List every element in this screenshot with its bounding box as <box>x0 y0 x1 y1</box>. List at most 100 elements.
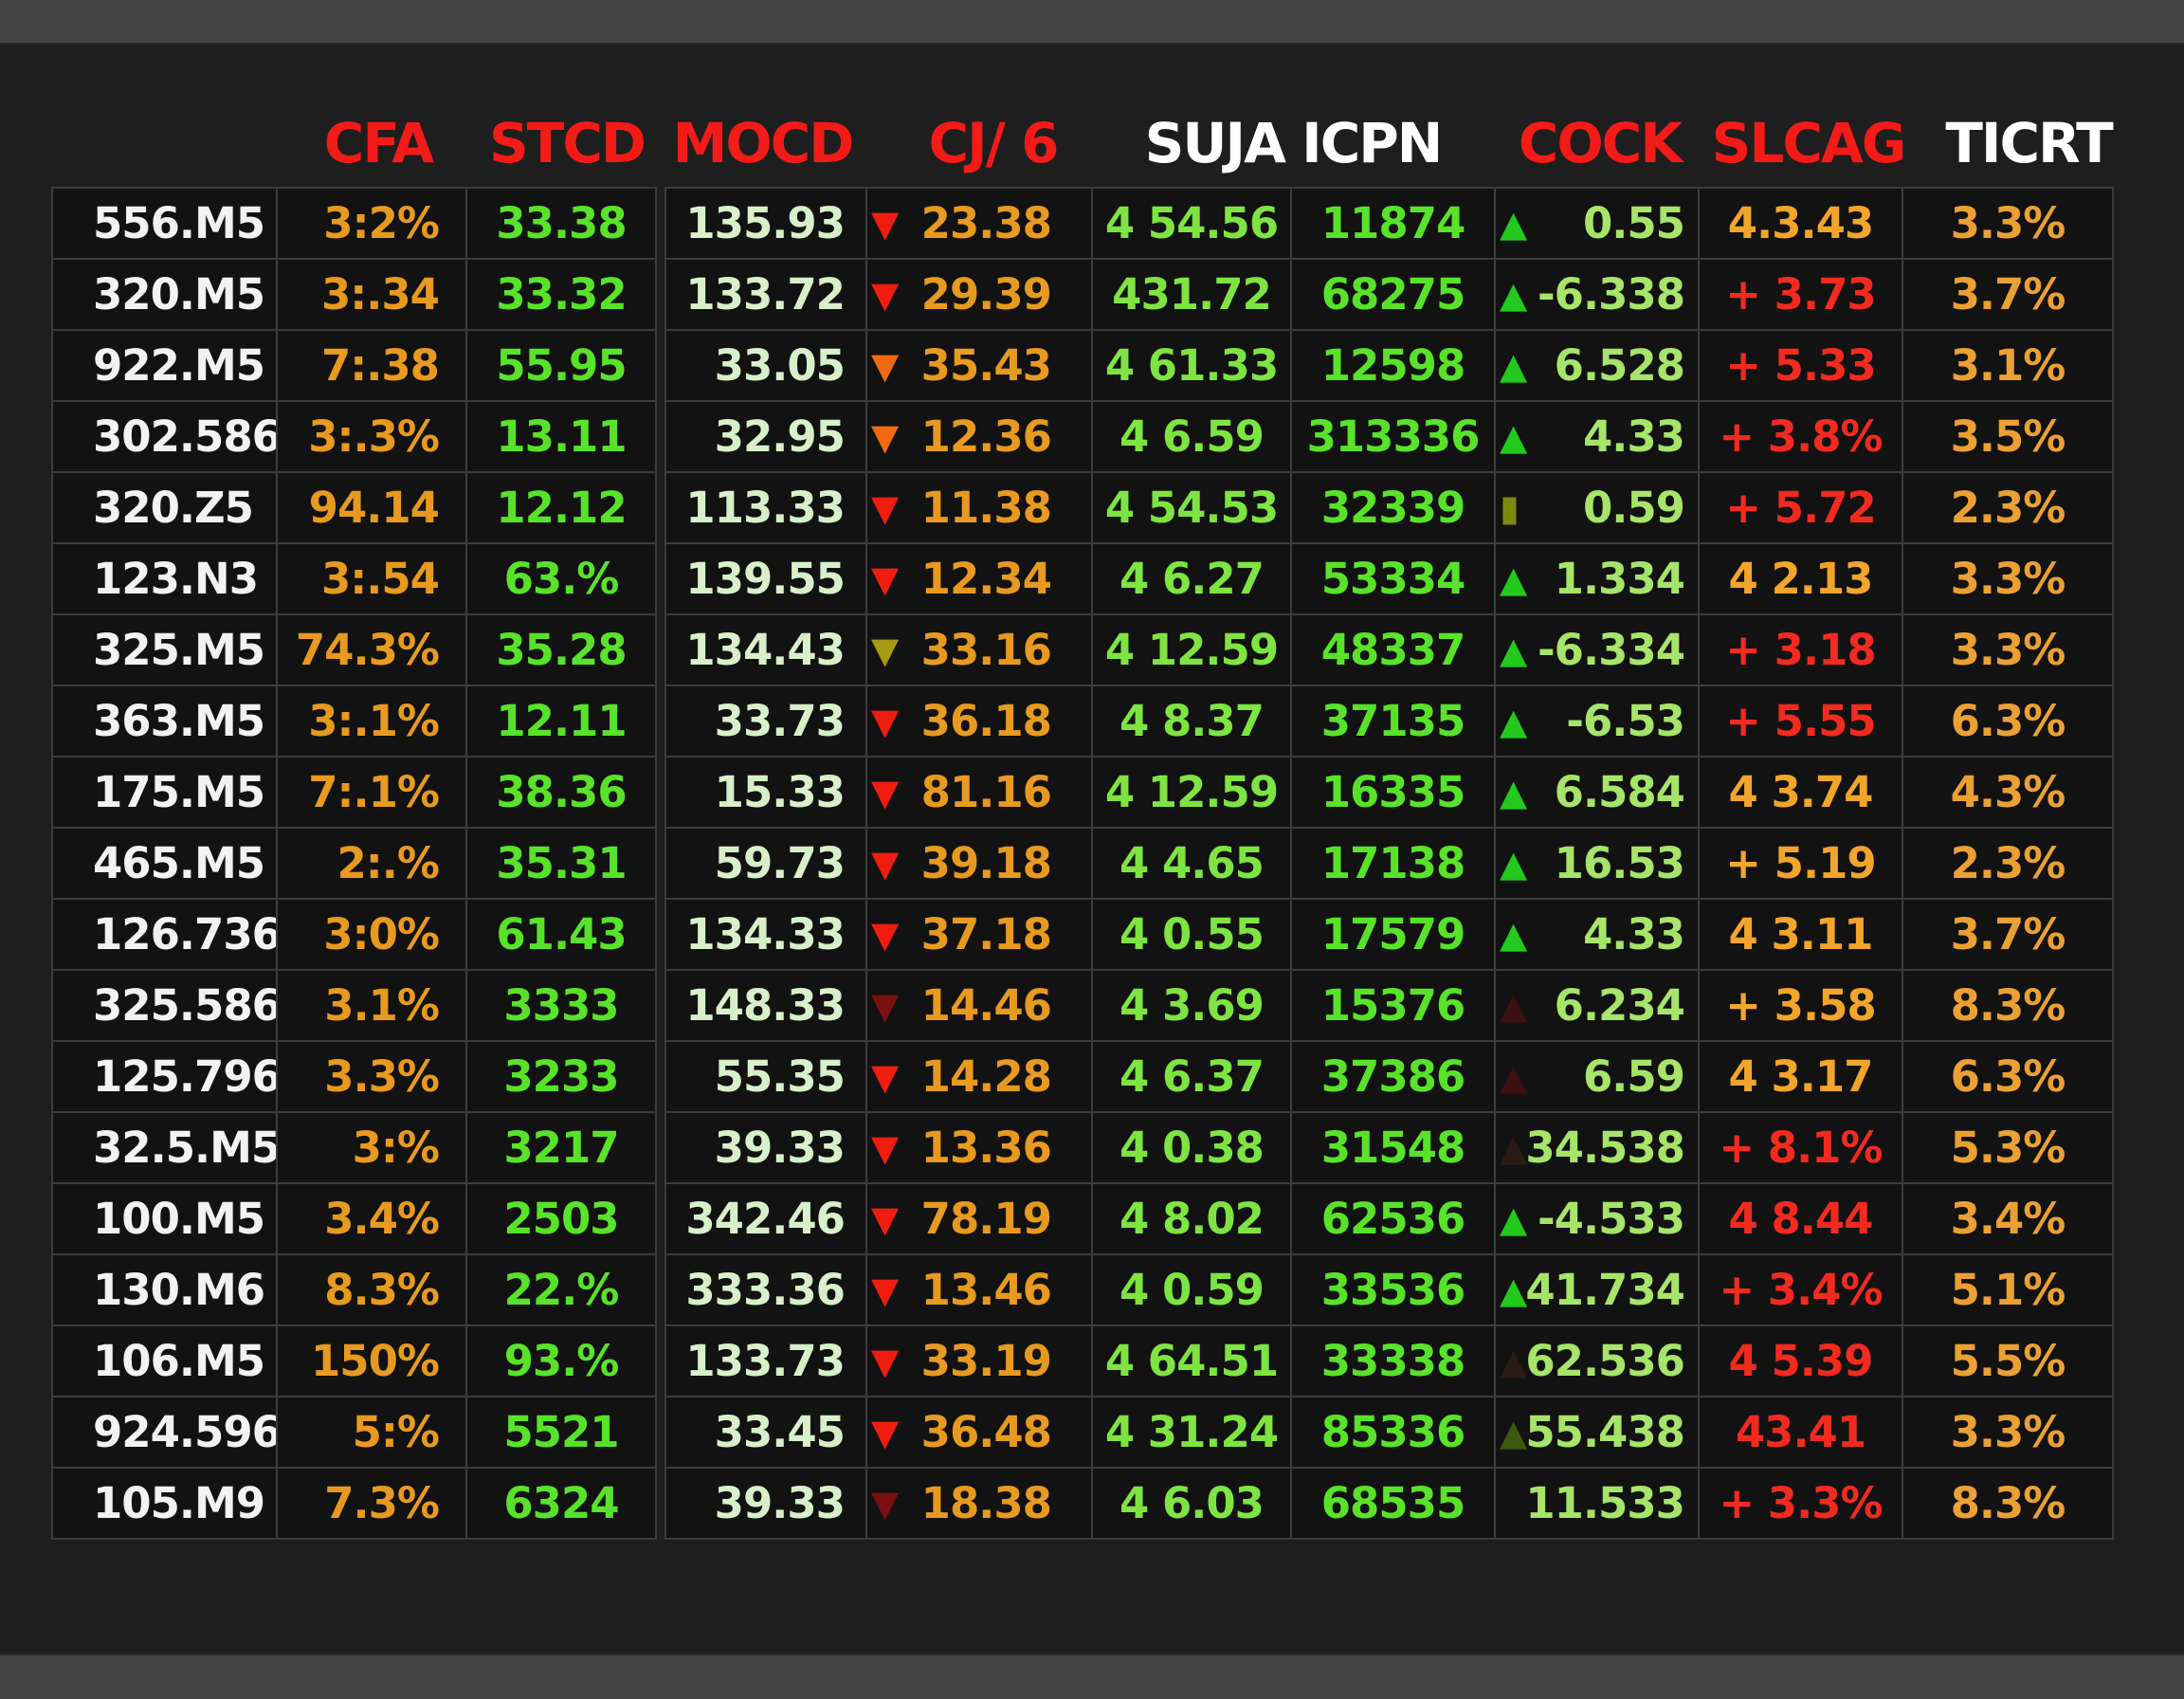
cock-cell: ▲ 1.334 <box>1494 542 1700 615</box>
table-row[interactable]: 302.586 3:.3% 13.11 32.95 ▼ 12.36 4 6.59 313336… <box>51 400 2114 473</box>
up-arrow-icon: ▲ <box>1500 202 1527 245</box>
down-arrow-icon: ▼ <box>871 486 899 529</box>
cock-cell: ▲ 4.33 <box>1494 400 1700 473</box>
icpn-cell: 37386 <box>1290 1040 1496 1113</box>
down-arrow-icon: ▼ <box>871 1269 899 1311</box>
slcag-cell: + 3.3% <box>1698 1467 1903 1540</box>
cock-cell: ▲ -6.338 <box>1494 258 1700 331</box>
column-header-4: CJ/ 6 <box>928 111 1060 175</box>
column-gap <box>655 1112 666 1183</box>
slcag-cell: + 8.1% <box>1698 1111 1903 1184</box>
slcag-cell: 4 5.39 <box>1698 1324 1903 1398</box>
std-cell: 13.11 <box>465 400 657 473</box>
ticrt-cell: 3.3% <box>1902 613 2114 686</box>
table-row[interactable]: 126.736 3:0% 61.43 134.33 ▼ 37.18 4 0.55 17579 ▲… <box>51 898 2114 971</box>
table-row[interactable]: 325.M5 74.3% 35.28 134.43 ▼ 33.16 4 12.59 48337… <box>51 613 2114 686</box>
table-row[interactable]: 100.M5 3.4% 2503 342.46 ▼ 78.19 4 8.02 62536 ▲ -4… <box>51 1182 2114 1255</box>
ticrt-cell: 4.3% <box>1902 756 2114 829</box>
table-row[interactable]: 363.M5 3:.1% 12.11 33.73 ▼ 36.18 4 8.37 37135 ▲ -… <box>51 685 2114 758</box>
cj-cell: ▼ 29.39 <box>865 258 1093 331</box>
symbol-cell: 125.796 <box>51 1040 278 1113</box>
up-arrow-icon: ▲ <box>1500 771 1527 813</box>
cj-cell: ▼ 36.48 <box>865 1396 1093 1469</box>
icpn-cell: 33536 <box>1290 1253 1496 1326</box>
std-cell: 12.11 <box>465 685 657 758</box>
slcag-cell: 4.3.43 <box>1698 187 1903 260</box>
up-arrow-icon: ▲ <box>1500 557 1527 600</box>
cock-cell: ▲ 4.33 <box>1494 898 1700 971</box>
cock-cell: ▲ -6.53 <box>1494 685 1700 758</box>
change-cell: 3:2% <box>276 187 467 260</box>
down-arrow-icon: ▼ <box>871 557 899 600</box>
icpn-cell: 12598 <box>1290 329 1496 402</box>
ticrt-cell: 6.3% <box>1902 685 2114 758</box>
down-arrow-icon: ▼ <box>871 700 899 742</box>
down-arrow-icon: ▼ <box>871 913 899 956</box>
change-cell: 3:.1% <box>276 685 467 758</box>
change-cell: 3.3% <box>276 1040 467 1113</box>
table-row[interactable]: 556.M5 3:2% 33.38 135.93 ▼ 23.38 4 54.56 11874 ▲… <box>51 187 2114 260</box>
slcag-cell: + 5.55 <box>1698 685 1903 758</box>
suja-cell: 4 8.37 <box>1091 685 1292 758</box>
up-arrow-icon: ▮ <box>1500 486 1520 529</box>
cj-cell: ▼ 37.18 <box>865 898 1093 971</box>
suja-cell: 4 0.59 <box>1091 1253 1292 1326</box>
change-cell: 150% <box>276 1324 467 1398</box>
ticrt-cell: 8.3% <box>1902 1467 2114 1540</box>
table-row[interactable]: 106.M5 150% 93.% 133.73 ▼ 33.19 4 64.51 33338 ▲ 6… <box>51 1324 2114 1398</box>
change-cell: 74.3% <box>276 613 467 686</box>
mod-cell: 32.95 <box>664 400 867 473</box>
slcag-cell: + 5.19 <box>1698 827 1903 900</box>
table-row[interactable]: 465.M5 2:.% 35.31 59.73 ▼ 39.18 4 4.65 17138 ▲ 16… <box>51 827 2114 900</box>
table-row[interactable]: 922.M5 7:.38 55.95 33.05 ▼ 35.43 4 61.33 12598 ▲… <box>51 329 2114 402</box>
down-arrow-icon: ▼ <box>871 1055 899 1098</box>
cock-cell: ▮ 0.59 <box>1494 471 1700 544</box>
suja-cell: 4 0.38 <box>1091 1111 1292 1184</box>
mod-cell: 39.33 <box>664 1111 867 1184</box>
cock-cell: ▲ 34.538 <box>1494 1111 1700 1184</box>
std-cell: 55.95 <box>465 329 657 402</box>
change-cell: 3:.34 <box>276 258 467 331</box>
cock-cell: ▲ -6.334 <box>1494 613 1700 686</box>
std-cell: 12.12 <box>465 471 657 544</box>
suja-cell: 4 4.65 <box>1091 827 1292 900</box>
cj-cell: ▼ 13.36 <box>865 1111 1093 1184</box>
up-arrow-icon: ▲ <box>1500 273 1527 316</box>
table-row[interactable]: 123.N3 3:.54 63.% 139.55 ▼ 12.34 4 6.27 53334 ▲ 1… <box>51 542 2114 615</box>
column-gap <box>655 614 666 685</box>
quote-table: 556.M5 3:2% 33.38 135.93 ▼ 23.38 4 54.56 11874 ▲… <box>51 187 2114 1540</box>
suja-cell: 4 0.55 <box>1091 898 1292 971</box>
mod-cell: 55.35 <box>664 1040 867 1113</box>
column-gap <box>655 828 666 899</box>
down-arrow-icon: ▼ <box>871 1126 899 1169</box>
column-gap <box>655 1325 666 1397</box>
mod-cell: 133.73 <box>664 1324 867 1398</box>
ticrt-cell: 5.3% <box>1902 1111 2114 1184</box>
cj-cell: ▼ 14.28 <box>865 1040 1093 1113</box>
table-row[interactable]: 320.M5 3:.34 33.32 133.72 ▼ 29.39 431.72 68275 ▲… <box>51 258 2114 331</box>
table-row[interactable]: 924.596 5:% 5521 33.45 ▼ 36.48 4 31.24 85336 ▲ 55… <box>51 1396 2114 1469</box>
symbol-cell: 302.586 <box>51 400 278 473</box>
table-row[interactable]: 125.796 3.3% 3233 55.35 ▼ 14.28 4 6.37 37386 ▲ 6.… <box>51 1040 2114 1113</box>
icpn-cell: 68535 <box>1290 1467 1496 1540</box>
column-gap <box>655 188 666 259</box>
column-gap <box>655 970 666 1041</box>
table-row[interactable]: 175.M5 7:.1% 38.36 15.33 ▼ 81.16 4 12.59 16335 ▲… <box>51 756 2114 829</box>
table-row[interactable]: 320.Z5 94.14 12.12 113.33 ▼ 11.38 4 54.53 32339… <box>51 471 2114 544</box>
cock-cell: ▲ 62.536 <box>1494 1324 1700 1398</box>
suja-cell: 4 12.59 <box>1091 756 1292 829</box>
change-cell: 7.3% <box>276 1467 467 1540</box>
std-cell: 3217 <box>465 1111 657 1184</box>
ticrt-cell: 2.3% <box>1902 827 2114 900</box>
table-row[interactable]: 325.586 3.1% 3333 148.33 ▼ 14.46 4 3.69 15376 ▲ 6… <box>51 969 2114 1042</box>
suja-cell: 4 8.02 <box>1091 1182 1292 1255</box>
mod-cell: 39.33 <box>664 1467 867 1540</box>
mod-cell: 342.46 <box>664 1182 867 1255</box>
cj-cell: ▼ 18.38 <box>865 1467 1093 1540</box>
symbol-cell: 924.596 <box>51 1396 278 1469</box>
table-row[interactable]: 130.M6 8.3% 22.% 333.36 ▼ 13.46 4 0.59 33536 ▲ 41… <box>51 1253 2114 1326</box>
symbol-cell: 325.M5 <box>51 613 278 686</box>
cock-cell: ▲11.533 <box>1494 1467 1700 1540</box>
